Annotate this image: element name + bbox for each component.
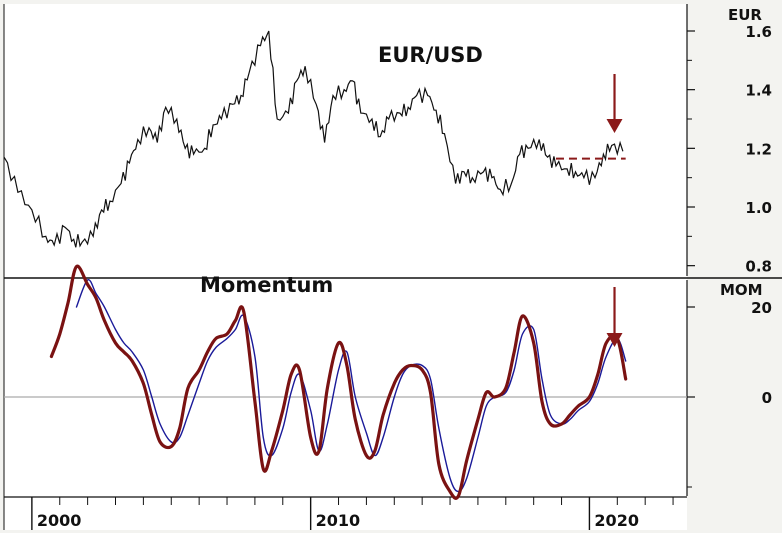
x-axis-background [4, 500, 687, 530]
price-y-ticks: 0.8 1.0 1.2 1.4 1.6 [687, 23, 772, 276]
price-y-tick-label: 0.8 [745, 258, 772, 276]
x-tick-label: 2020 [594, 511, 639, 530]
price-y-tick-label: 1.2 [745, 140, 772, 158]
price-y-tick-label: 1.6 [745, 23, 772, 41]
price-series-line [3, 30, 624, 248]
price-arrow-down-head [606, 119, 623, 133]
momentum-y-tick-label: 0 [762, 389, 772, 407]
x-tick-label: 2000 [37, 511, 82, 530]
momentum-series-line-red [49, 264, 628, 500]
annotations [555, 74, 626, 347]
x-axis-ticks: 2000 2010 2020 [3, 497, 674, 530]
x-tick-label: 2010 [316, 511, 361, 530]
momentum-arrow-down-head [606, 333, 623, 347]
price-chart-title: EUR/USD [378, 43, 483, 67]
plot-background [4, 4, 687, 500]
price-unit-label: EUR [728, 6, 762, 24]
momentum-y-ticks: 0 20 [687, 299, 772, 488]
momentum-chart-title: Momentum [200, 273, 333, 297]
price-y-tick-label: 1.4 [745, 82, 772, 100]
momentum-series-line-blue [75, 279, 627, 493]
momentum-series-group [49, 264, 628, 500]
price-y-tick-label: 1.0 [745, 199, 772, 217]
momentum-unit-label: MOM [720, 281, 763, 299]
momentum-y-tick-label: 20 [751, 299, 772, 317]
price-series-group [3, 30, 624, 248]
